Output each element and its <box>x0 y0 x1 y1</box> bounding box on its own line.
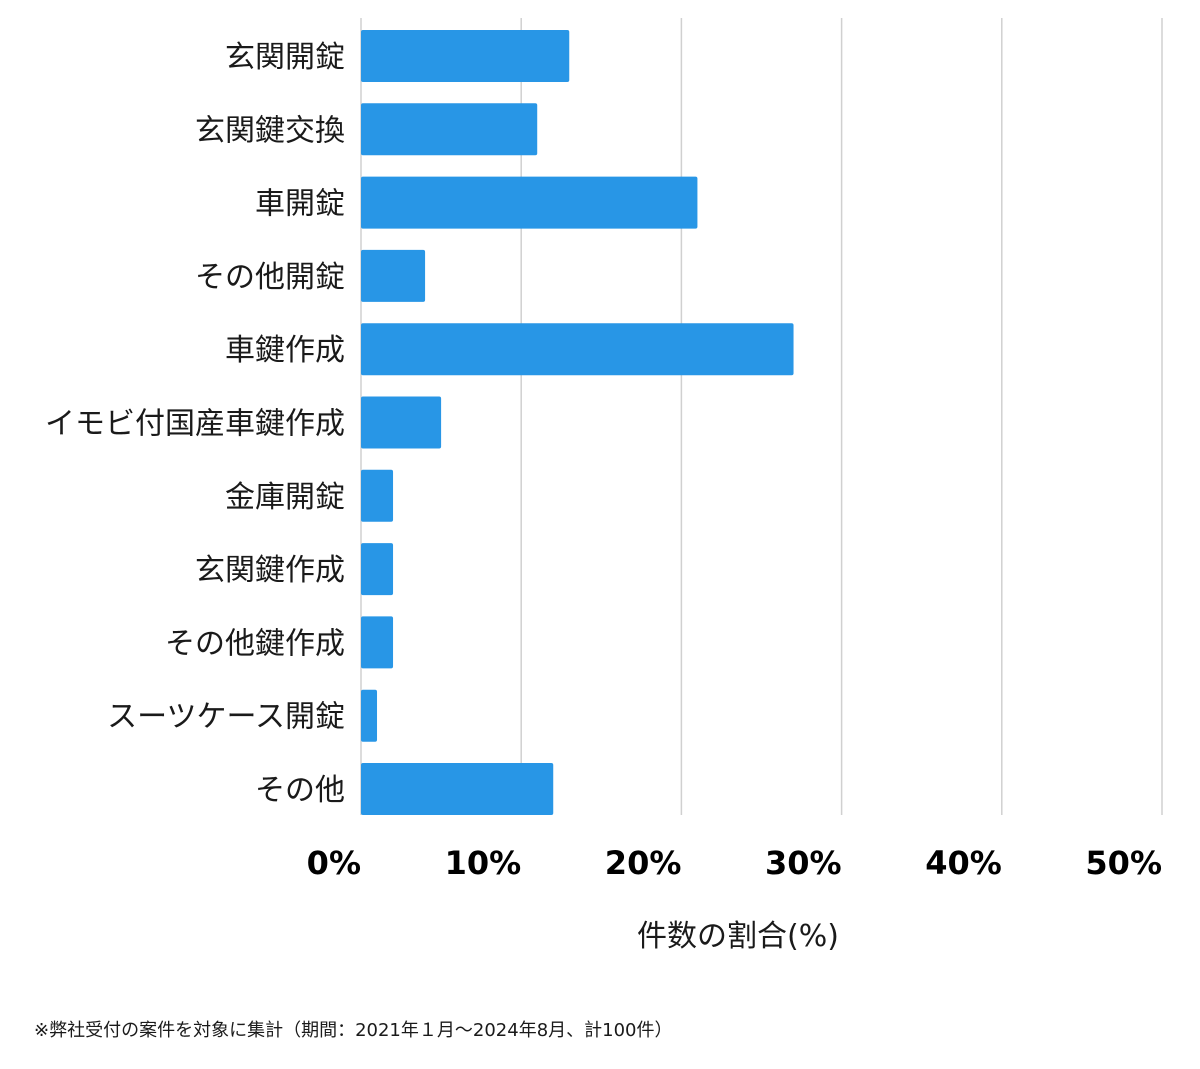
bar <box>361 543 394 596</box>
bar <box>361 176 698 229</box>
category-label: その他鍵作成 <box>165 626 345 661</box>
category-label: その他開錠 <box>195 260 345 295</box>
x-tick-label: 50% <box>1085 844 1162 882</box>
x-tick-label: 0% <box>307 844 361 882</box>
category-label: 玄関開錠 <box>225 40 345 75</box>
bar <box>361 396 442 449</box>
bar <box>361 103 538 156</box>
bar <box>361 323 794 376</box>
bars <box>361 30 794 815</box>
category-label: その他 <box>255 773 345 808</box>
category-label: イモビ付国産車鍵作成 <box>45 407 345 442</box>
category-label: 車開錠 <box>255 187 345 222</box>
category-label: 金庫開錠 <box>225 480 345 515</box>
x-axis-title: 件数の割合(%) <box>637 919 839 954</box>
x-tick-label: 10% <box>445 844 522 882</box>
category-label: スーツケース開錠 <box>107 700 345 735</box>
footnote: ※弊社受付の案件を対象に集計（期間：2021年１月〜2024年8月、計100件） <box>34 1020 673 1041</box>
bar <box>361 469 394 522</box>
category-labels: 玄関開錠玄関鍵交換車開錠その他開錠車鍵作成イモビ付国産車鍵作成金庫開錠玄関鍵作成… <box>45 40 345 808</box>
bar <box>361 616 394 669</box>
bar <box>361 30 570 82</box>
bar <box>361 249 426 302</box>
category-label: 玄関鍵作成 <box>195 553 345 588</box>
x-tick-labels: 0% 10% 20% 30% 40% 50% <box>307 844 1162 882</box>
x-tick-label: 20% <box>605 844 682 882</box>
category-label: 玄関鍵交換 <box>195 113 345 148</box>
x-tick-label: 40% <box>925 844 1002 882</box>
x-tick-label: 30% <box>765 844 842 882</box>
bar <box>361 689 378 742</box>
category-label: 車鍵作成 <box>225 333 345 368</box>
bar <box>361 763 554 815</box>
